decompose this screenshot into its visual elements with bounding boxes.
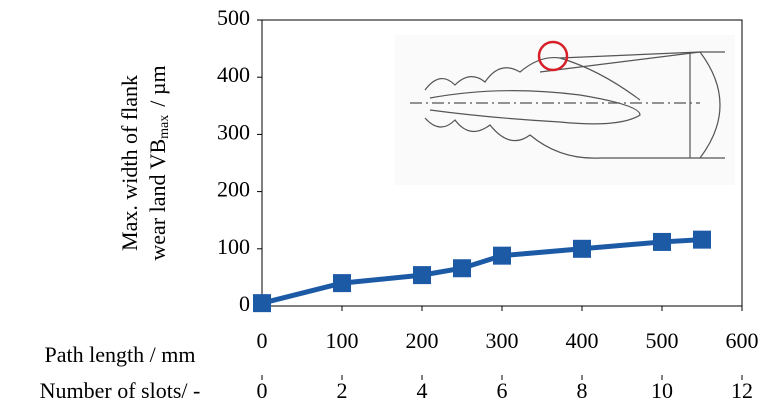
y-label-unit: / µm: [145, 65, 170, 106]
x2-tick-label: 0: [257, 378, 268, 403]
y-tick-label: 500: [217, 5, 250, 30]
x-tick-label: 300: [486, 328, 519, 353]
marker: [453, 259, 471, 277]
x-tick-label: 0: [257, 328, 268, 353]
x2-axis-label: Number of slots/ -: [40, 378, 201, 403]
marker: [693, 231, 711, 249]
x-tick-label: 600: [726, 328, 759, 353]
x-tick-label: 200: [406, 328, 439, 353]
marker: [413, 266, 431, 284]
chart: Max. width of flank wear land VBmax/ µm …: [0, 0, 766, 412]
marker: [493, 247, 511, 265]
y-label-subscript: max: [157, 115, 172, 139]
x-axis-label: Path length / mm: [45, 342, 196, 367]
y-label-line: wear land VB: [145, 139, 170, 261]
y-tick-label: 400: [217, 62, 250, 87]
y-label-line: Max. width of flank: [117, 75, 142, 251]
marker: [573, 240, 591, 258]
marker: [253, 294, 271, 312]
y-tick-label: 300: [217, 119, 250, 144]
marker: [653, 233, 671, 251]
x2-tick-label: 10: [651, 378, 673, 403]
x2-tick-label: 6: [497, 378, 508, 403]
y-axis-label: wear land VBmax / µm: [145, 65, 172, 260]
x2-tick-label: 2: [337, 378, 348, 403]
x2-tick-label: 8: [577, 378, 588, 403]
y-axis-label: Max. width of flank: [117, 75, 142, 251]
drill-sketch: [395, 35, 735, 185]
x-tick-label: 100: [326, 328, 359, 353]
x-tick-label: 400: [566, 328, 599, 353]
y-tick-label: 100: [217, 234, 250, 259]
marker: [333, 274, 351, 292]
x2-tick-label: 4: [417, 378, 428, 403]
y-tick-label: 200: [217, 177, 250, 202]
x2-tick-label: 12: [731, 378, 753, 403]
x-tick-label: 500: [646, 328, 679, 353]
y-tick-label: 0: [239, 291, 250, 316]
series-line: [262, 240, 702, 303]
